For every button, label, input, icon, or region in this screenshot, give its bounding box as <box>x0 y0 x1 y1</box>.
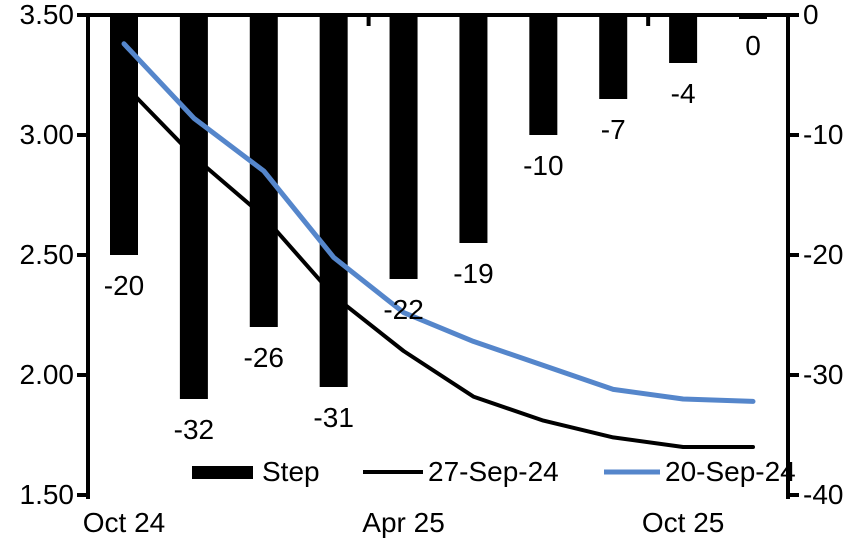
right-axis-tick-label: 0 <box>803 0 819 30</box>
bar-value-label: -32 <box>173 414 215 445</box>
left-axis-tick-label: 3.00 <box>19 119 75 150</box>
legend-label-27-sep-24: 27-Sep-24 <box>428 456 559 487</box>
right-axis-tick-label: -10 <box>803 119 844 150</box>
bar-step <box>599 15 628 99</box>
bar-value-label: -22 <box>383 294 424 325</box>
bar-value-label: -10 <box>523 150 564 181</box>
left-axis-tick-label: 1.50 <box>19 479 75 510</box>
bar-step <box>459 15 488 243</box>
bar-value-label: -19 <box>453 258 494 289</box>
right-axis-tick-label: -30 <box>803 359 844 390</box>
left-axis-tick-label: 2.00 <box>19 359 75 390</box>
bar-value-label: -26 <box>243 342 284 373</box>
bar-value-label: 0 <box>745 30 761 61</box>
bar-value-label: -31 <box>313 402 354 433</box>
legend-label-step: Step <box>262 456 320 487</box>
bar-value-label: -7 <box>600 114 626 145</box>
right-axis-tick-label: -40 <box>803 479 844 510</box>
left-axis-tick-label: 2.50 <box>19 239 75 270</box>
x-axis-label: Apr 25 <box>362 507 445 538</box>
legend-label-20-sep-24: 20-Sep-24 <box>665 456 796 487</box>
line-20-sep-24 <box>121 41 756 404</box>
right-axis-tick-label: -20 <box>803 239 844 270</box>
bar-step <box>319 15 348 387</box>
x-axis-label: Oct 24 <box>82 507 166 538</box>
x-axis-label: Oct 25 <box>641 507 725 538</box>
bar-step <box>179 15 208 399</box>
legend-bar-swatch <box>192 466 253 479</box>
bar-step <box>669 15 698 63</box>
bar-value-label: -20 <box>103 270 145 301</box>
bar-step <box>529 15 558 135</box>
line-27-sep-24 <box>122 82 755 449</box>
bar-step <box>389 15 418 279</box>
left-axis-tick-label: 3.50 <box>19 0 75 30</box>
bar-value-label: -4 <box>670 78 696 109</box>
